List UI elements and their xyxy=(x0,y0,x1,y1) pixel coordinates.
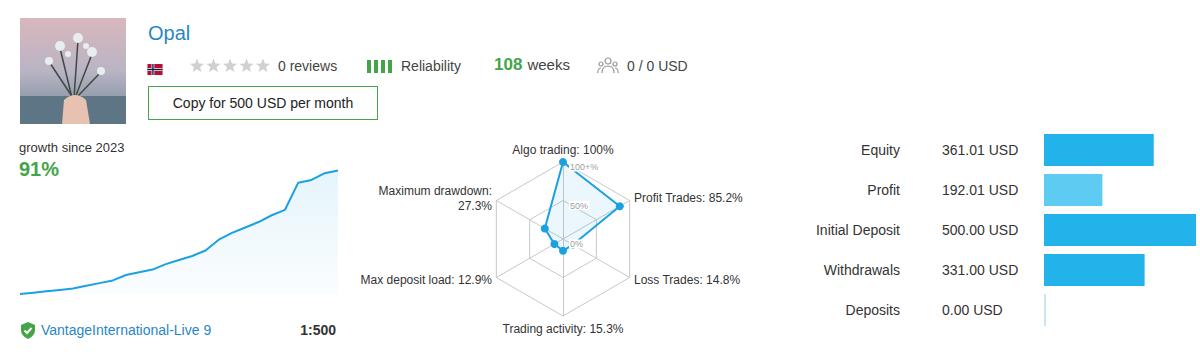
svg-text:Deposits: Deposits xyxy=(846,302,900,318)
svg-text:Equity: Equity xyxy=(861,142,900,158)
svg-text:500.00 USD: 500.00 USD xyxy=(942,222,1018,238)
svg-text:growth since 2023: growth since 2023 xyxy=(19,140,125,155)
svg-text:Loss Trades: 14.8%: Loss Trades: 14.8% xyxy=(634,273,740,287)
html-text:Opal: Opal xyxy=(148,22,191,44)
html-text:0 / 0 USD: 0 / 0 USD xyxy=(627,58,688,74)
html-text:0 reviews: 0 reviews xyxy=(278,58,338,74)
svg-text:27.3%: 27.3% xyxy=(458,199,492,213)
svg-text:331.00 USD: 331.00 USD xyxy=(942,262,1018,278)
svg-text:Maximum drawdown:: Maximum drawdown: xyxy=(379,184,492,198)
svg-text:Profit: Profit xyxy=(867,182,900,198)
svg-text:192.01 USD: 192.01 USD xyxy=(942,182,1018,198)
svg-text:50%: 50% xyxy=(570,201,588,211)
svg-text:0.00 USD: 0.00 USD xyxy=(942,302,1003,318)
svg-text:100+%: 100+% xyxy=(570,162,598,172)
svg-text:91%: 91% xyxy=(19,158,59,180)
svg-text:Initial Deposit: Initial Deposit xyxy=(816,222,900,238)
svg-text:Max deposit load: 12.9%: Max deposit load: 12.9% xyxy=(361,273,493,287)
svg-text:0%: 0% xyxy=(570,239,583,249)
html-text:1:500: 1:500 xyxy=(300,322,336,338)
svg-text:Trading activity: 15.3%: Trading activity: 15.3% xyxy=(503,322,624,336)
svg-text:361.01 USD: 361.01 USD xyxy=(942,142,1018,158)
svg-text:Algo trading: 100%: Algo trading: 100% xyxy=(512,143,614,157)
html-text:Copy for 500 USD per month: Copy for 500 USD per month xyxy=(172,95,354,111)
html-text:VantageInternational-Live 9: VantageInternational-Live 9 xyxy=(41,322,212,338)
html-text:Reliability: Reliability xyxy=(401,58,461,74)
svg-text:Withdrawals: Withdrawals xyxy=(824,262,900,278)
html-text:108 weeks: 108 weeks xyxy=(494,55,570,74)
svg-text:Profit Trades: 85.2%: Profit Trades: 85.2% xyxy=(634,191,743,205)
